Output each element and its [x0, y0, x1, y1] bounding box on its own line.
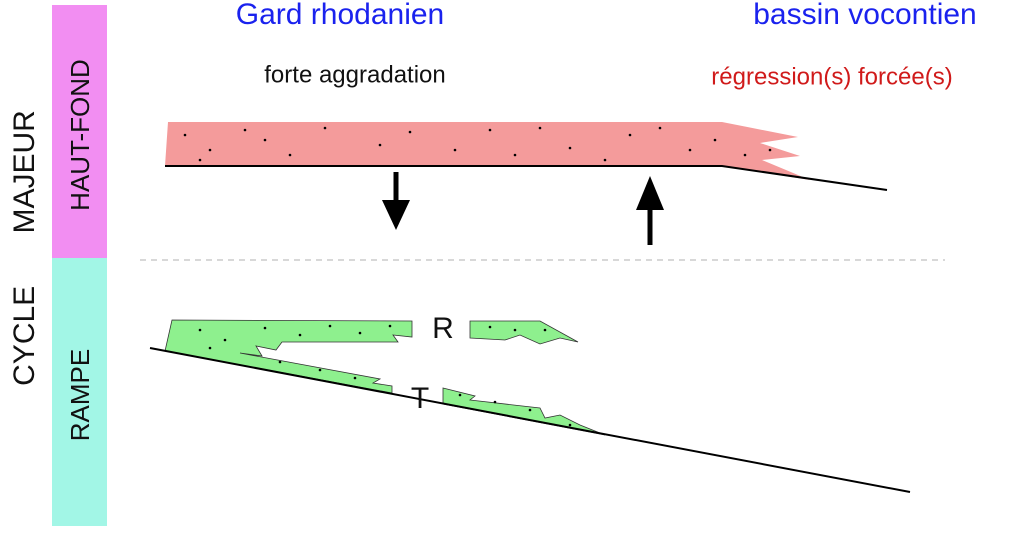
- cycle-label: CYCLE MAJEUR: [8, 110, 41, 386]
- dot: [353, 376, 357, 380]
- dot: [713, 138, 717, 142]
- arrow-up-head: [636, 176, 664, 210]
- dot: [208, 346, 212, 350]
- haut-fond-band: [52, 5, 107, 258]
- dot: [243, 128, 247, 132]
- dot: [488, 325, 492, 329]
- haut-fond-base: [165, 165, 888, 191]
- dot: [628, 133, 632, 137]
- regression-tongue: [469, 320, 579, 345]
- dot: [263, 138, 267, 142]
- dot: [568, 146, 572, 150]
- dot: [208, 148, 212, 152]
- subheader-left: forte aggradation: [264, 61, 445, 88]
- dot: [223, 338, 227, 342]
- rampe-base: [149, 347, 911, 493]
- dot: [513, 153, 517, 157]
- dot: [458, 393, 462, 397]
- dot: [568, 423, 572, 427]
- dot: [288, 153, 292, 157]
- dot: [528, 408, 532, 412]
- subheader-right: régression(s) forcée(s): [711, 63, 952, 90]
- dots: [183, 126, 772, 427]
- label-r: R: [432, 312, 454, 345]
- dot: [603, 158, 607, 162]
- arrow-down-head: [382, 200, 410, 230]
- dot: [408, 130, 412, 134]
- dot: [198, 328, 202, 332]
- haut-fond-label: HAUT-FOND: [65, 59, 95, 211]
- dot: [768, 148, 772, 152]
- dot: [513, 328, 517, 332]
- dot: [328, 324, 332, 328]
- dot: [198, 158, 202, 162]
- dot: [278, 360, 282, 364]
- header-right: bassin vocontien: [753, 0, 976, 31]
- label-t: T: [411, 382, 429, 415]
- rampe-band: [52, 258, 107, 526]
- dot: [743, 153, 747, 157]
- dot: [318, 368, 322, 372]
- dot: [263, 326, 267, 330]
- header-left: Gard rhodanien: [236, 0, 444, 31]
- dot: [543, 328, 547, 332]
- dot: [488, 128, 492, 132]
- dot: [453, 148, 457, 152]
- dot: [658, 126, 662, 130]
- dot: [358, 331, 362, 335]
- dot: [538, 126, 542, 130]
- dot: [378, 143, 382, 147]
- dot: [388, 324, 392, 328]
- dot: [688, 148, 692, 152]
- rampe-layer: [164, 319, 413, 394]
- rampe-label: RAMPE: [65, 349, 95, 441]
- dot: [298, 333, 302, 337]
- haut-fond-layer: [165, 122, 810, 180]
- dot: [493, 400, 497, 404]
- dot: [183, 133, 187, 137]
- transgression-tongue: [442, 387, 606, 436]
- dot: [323, 126, 327, 130]
